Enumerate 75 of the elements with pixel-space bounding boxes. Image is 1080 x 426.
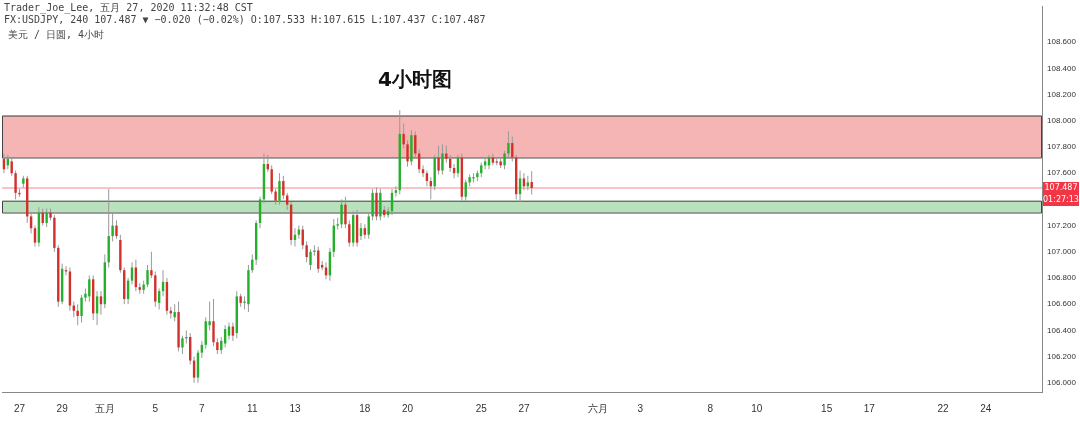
y-tick-label: 108.600: [1047, 37, 1077, 47]
candlestick: [270, 164, 273, 195]
candlestick: [212, 298, 215, 347]
x-tick-label: 8: [707, 402, 714, 414]
candlestick: [507, 130, 510, 158]
ref-line-label: 107.487: [1044, 183, 1078, 193]
candlestick: [340, 198, 343, 229]
y-tick-label: 107.600: [1047, 168, 1077, 178]
candlestick: [441, 143, 444, 176]
candlestick: [115, 219, 118, 240]
candlestick: [76, 303, 79, 326]
candlestick: [231, 322, 235, 342]
x-tick-label: 13: [289, 402, 301, 414]
y-tick-label: 106.200: [1047, 351, 1077, 361]
candlestick: [511, 136, 514, 162]
x-tick-label: 27: [518, 402, 530, 414]
y-tick-label: 108.400: [1047, 63, 1077, 73]
candlestick: [313, 244, 316, 257]
x-tick-label: 六月: [587, 402, 608, 414]
candlestick: [305, 240, 308, 263]
x-tick-label: 五月: [94, 402, 115, 414]
x-tick-label: 24: [980, 402, 992, 414]
x-tick-label: 3: [637, 402, 644, 414]
annotation: 美元 / 日圆, 4小时: [8, 28, 105, 42]
candlestick: [150, 251, 153, 279]
y-tick-label: 108.000: [1047, 115, 1077, 125]
candlestick: [320, 260, 324, 271]
candlestick: [530, 170, 533, 196]
candlestick: [375, 187, 378, 221]
candlestick: [111, 212, 114, 242]
candlestick: [309, 248, 312, 271]
candlestick: [45, 208, 48, 228]
text: 01:27:13: [1043, 195, 1079, 205]
candlestick: [14, 170, 17, 200]
candlestick: [278, 172, 281, 206]
candlestick: [88, 274, 91, 303]
candlestick: [80, 294, 83, 324]
candlestick: [282, 175, 285, 200]
y-tick-label: 107.800: [1047, 142, 1077, 152]
candlestick: [437, 145, 440, 176]
candlestick: [394, 185, 398, 198]
x-tick-label: 7: [199, 402, 206, 414]
y-tick-label: 106.600: [1047, 299, 1077, 309]
x-tick-label: 18: [359, 402, 371, 414]
annotation: Trader_Joe_Lee, 五月 27, 2020 11:32:48 CST: [4, 1, 253, 15]
text: 4小时图: [378, 66, 452, 93]
y-tick-label: 106.000: [1047, 378, 1077, 388]
x-tick-label: 25: [475, 402, 488, 414]
candlestick: [181, 335, 184, 355]
candlestick: [406, 139, 409, 168]
candlestick: [146, 264, 149, 288]
candlestick: [371, 188, 374, 221]
candlestick: [185, 329, 188, 345]
candlestick: [251, 253, 254, 274]
x-tick-label: 22: [937, 402, 950, 414]
y-tick-label: 107.200: [1047, 220, 1077, 230]
x-tick-label: 10: [751, 402, 763, 414]
x-tick-label: 11: [247, 402, 258, 414]
x-tick-label: 15: [821, 402, 833, 414]
candlestick: [402, 122, 405, 149]
candlestick: [344, 196, 347, 229]
y-tick-label: 108.200: [1047, 89, 1077, 99]
y-tick-label: 106.400: [1047, 325, 1077, 335]
x-tick-label: 27: [13, 402, 26, 414]
y-tick-label: 107.000: [1047, 247, 1077, 257]
x-tick-label: 5: [152, 402, 159, 414]
candlestick: [503, 150, 506, 170]
candlestick: [348, 219, 351, 248]
candlestick: [379, 188, 382, 221]
x-tick-label: 17: [863, 402, 876, 414]
x-tick-label: 20: [401, 402, 414, 414]
y-tick-label: 106.800: [1047, 273, 1077, 283]
x-tick-label: 29: [56, 402, 69, 414]
candlestick: [10, 156, 13, 177]
annotation: FX:USDJPY, 240 107.487 ▼ −0.020 (−0.02%) O:107.533 H:107.615 L:107.437 C:107.487: [4, 14, 486, 25]
